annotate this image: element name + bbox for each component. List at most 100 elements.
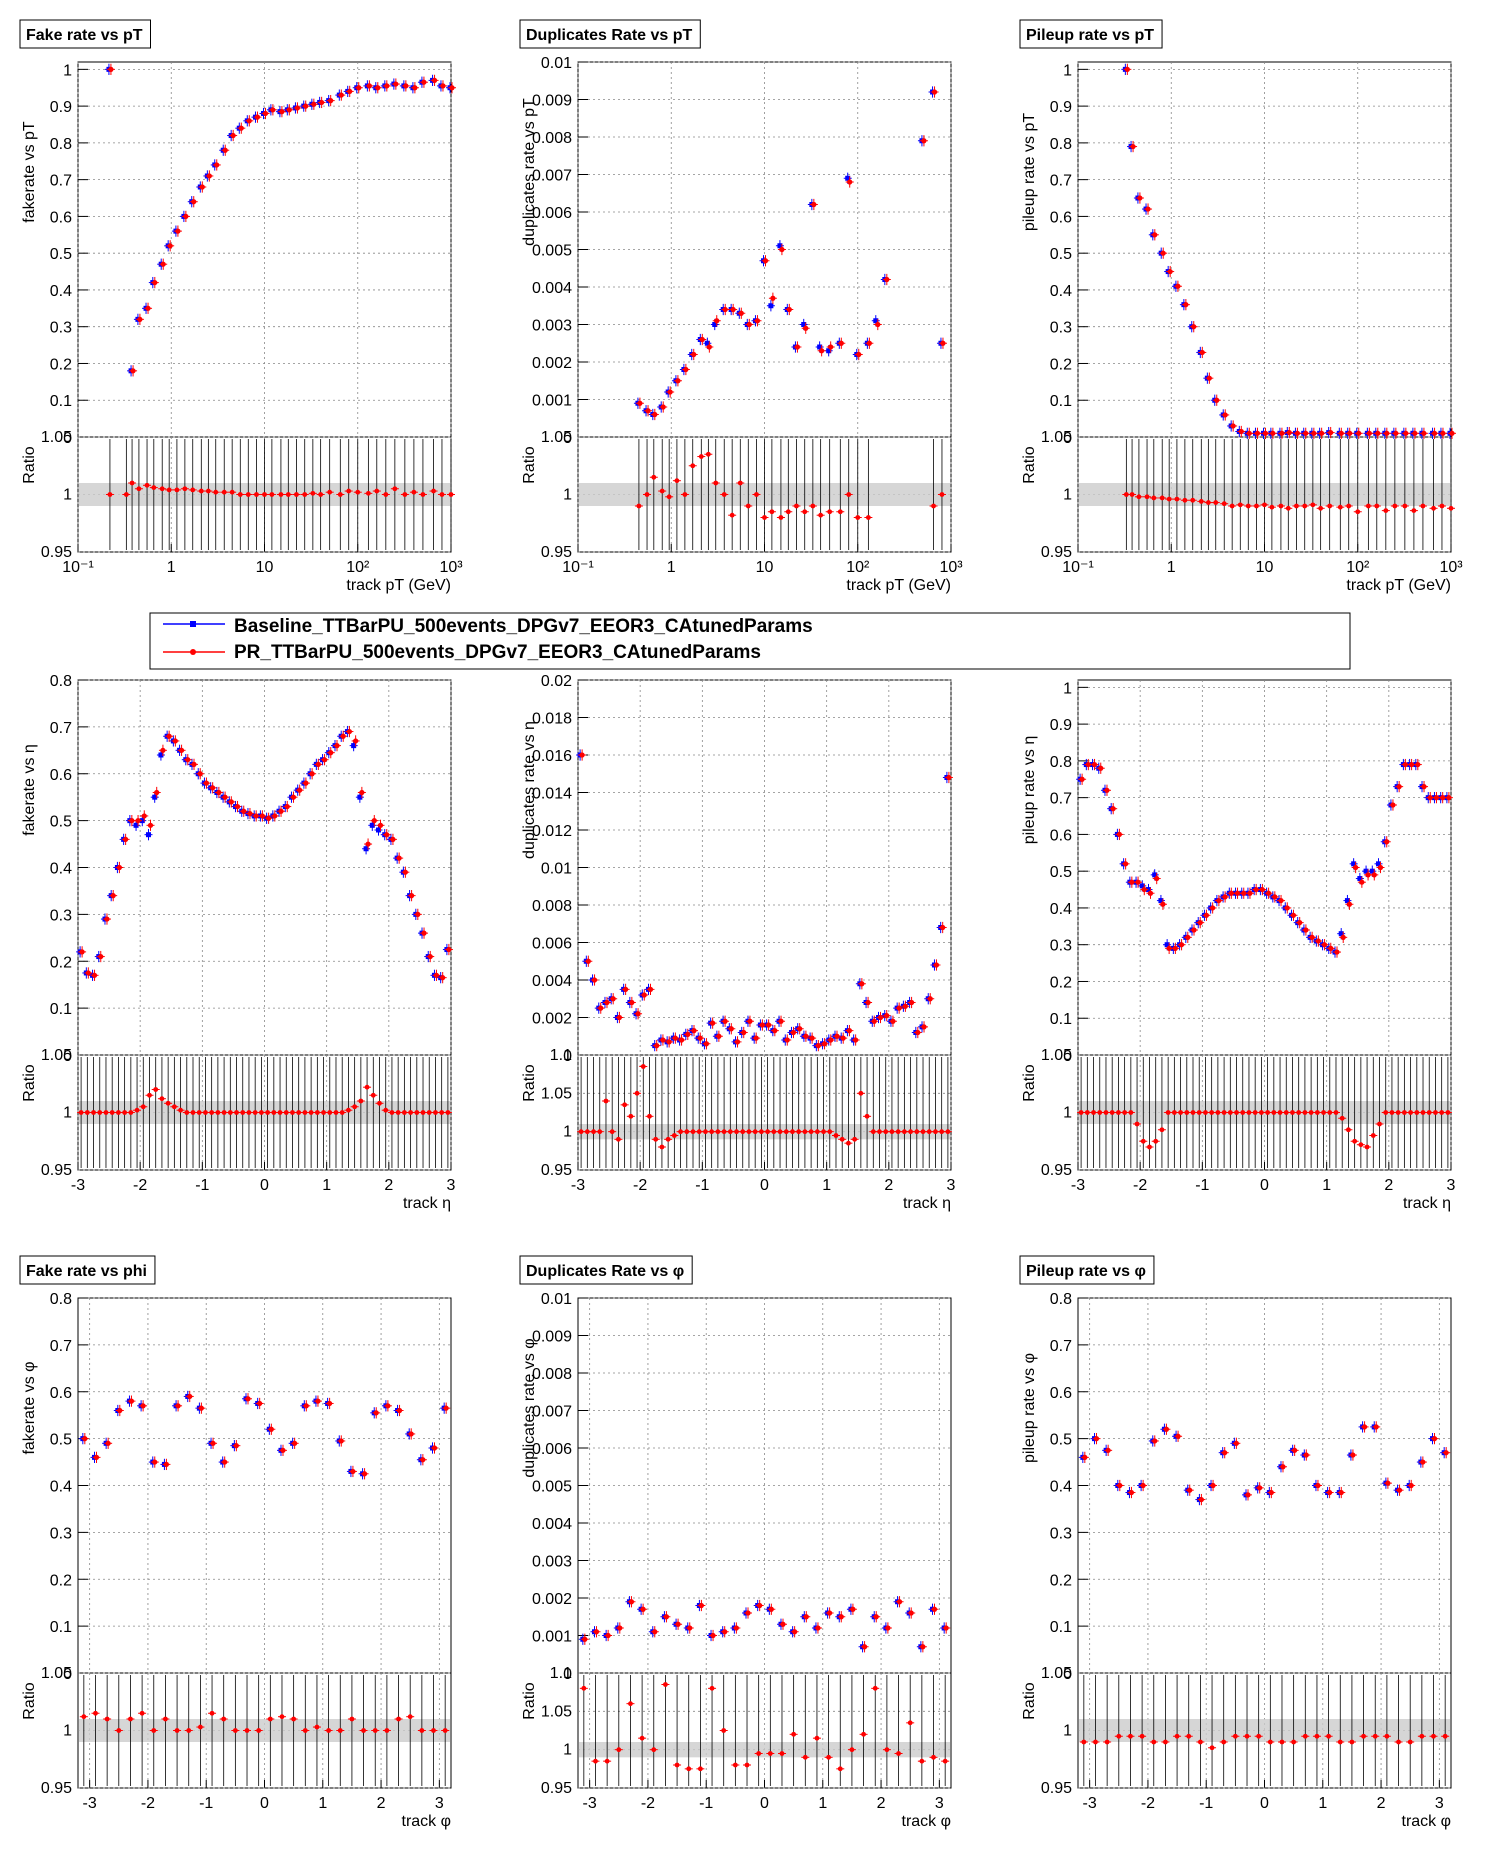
pr-point — [154, 789, 160, 796]
pr-point — [1384, 430, 1390, 436]
ratio-point — [326, 1728, 332, 1733]
ratio-point — [647, 1113, 652, 1119]
pr-point — [253, 813, 259, 819]
ratio-point — [431, 488, 436, 494]
pr-point — [347, 88, 353, 95]
pr-point — [1431, 1436, 1438, 1442]
ratio-point — [1116, 1733, 1122, 1739]
pr-point — [866, 340, 872, 346]
pr-point — [340, 733, 346, 739]
ratio-point — [1310, 502, 1316, 508]
pr-point — [846, 1028, 853, 1034]
pr-point — [1117, 1482, 1123, 1489]
ratio-point — [414, 1110, 420, 1115]
x-tick-label: 0 — [760, 1177, 769, 1194]
pr-point — [604, 999, 610, 1006]
pr-point — [940, 340, 946, 346]
ratio-point — [678, 1129, 683, 1135]
legend-marker-pr — [190, 649, 196, 655]
title-box — [19, 19, 151, 49]
ratio-point — [1198, 499, 1204, 504]
y-tick-label: 0.001 — [532, 1629, 572, 1646]
ratio-point — [814, 1129, 820, 1135]
ratio-point — [104, 1716, 110, 1722]
ratio-point — [431, 1728, 436, 1733]
ratio-point — [1296, 1110, 1302, 1115]
pr-point — [759, 1022, 765, 1028]
plot-title: Duplicates Rate vs φ — [526, 1263, 684, 1280]
pr-point — [652, 1629, 658, 1635]
ratio-point — [1234, 1110, 1239, 1115]
pr-point — [1361, 1424, 1368, 1430]
ratio-point — [737, 480, 743, 486]
pr-point — [778, 1018, 784, 1024]
ratio-point — [698, 454, 704, 459]
x-tick-label: 10⁻¹ — [62, 559, 94, 576]
ratio-point — [1420, 503, 1426, 509]
pr-point — [741, 1029, 747, 1036]
pr-point — [199, 184, 205, 190]
pr-point — [797, 1026, 803, 1032]
pr-point — [1093, 1436, 1100, 1442]
ratio-point — [116, 1728, 122, 1733]
pr-point — [1191, 324, 1197, 330]
chart-panel-3: 10⁻¹ 1 10 10² 10³ 0 0.1 0.2 0.3 0.4 0.5 0.6 0.7 0.8 0.… — [1019, 19, 1463, 594]
ratio-point — [593, 1758, 598, 1764]
ratio-point — [308, 1110, 314, 1115]
baseline-point — [845, 175, 851, 181]
pr-point — [262, 110, 269, 117]
ratio-point — [1182, 497, 1188, 503]
y-tick-label: 0.3 — [1050, 1525, 1072, 1542]
pr-point — [1278, 897, 1284, 904]
ratio-tick-label: 1 — [1063, 1105, 1072, 1122]
pr-point — [294, 105, 301, 111]
ratio-point — [855, 515, 861, 520]
pr-point — [396, 855, 402, 861]
pr-point — [871, 1018, 877, 1024]
y-tick-label: 0.02 — [541, 673, 572, 690]
pr-point — [384, 83, 390, 89]
pr-point — [210, 785, 216, 791]
legend-label-pr: PR_TTBarPU_500events_DPGv7_EEOR3_CAtuned… — [234, 642, 761, 663]
chart-panel-6: -3 -2 -1 0 1 2 3 0 0.1 0.2 0.3 0.4 0.5 0.6 0.7 0.8 0.9 1 0… — [1021, 679, 1456, 1212]
pr-point — [222, 794, 228, 800]
ratio-point — [1392, 503, 1398, 509]
y-axis-label: pileup rate vs η — [1021, 736, 1038, 845]
ratio-point — [1333, 1110, 1339, 1115]
pr-point — [315, 1398, 321, 1404]
y-tick-label: 0.4 — [50, 861, 72, 878]
x-tick-label: 2 — [377, 1795, 386, 1812]
pr-point — [222, 1459, 228, 1465]
y-tick-label: 0.6 — [50, 1385, 72, 1402]
pr-point — [1433, 795, 1440, 801]
ratio-point — [290, 1110, 295, 1115]
pr-point — [110, 893, 116, 899]
ratio-point — [209, 1110, 215, 1115]
y-tick-label: 0.6 — [50, 209, 72, 226]
title-box — [1019, 19, 1163, 49]
ratio-tick-label: 1.05 — [41, 429, 72, 446]
ratio-axis-label: Ratio — [1021, 446, 1038, 483]
ratio-point — [628, 1701, 633, 1707]
pr-point — [786, 306, 792, 313]
pr-point — [1366, 430, 1372, 436]
ratio-point — [597, 1129, 603, 1135]
pr-point — [1104, 787, 1110, 793]
x-axis-label: track pT (GeV) — [1346, 577, 1451, 594]
pr-point — [640, 1606, 646, 1612]
ratio-point — [920, 1129, 926, 1135]
baseline-point — [1152, 872, 1158, 878]
pr-point — [819, 348, 825, 354]
pr-point — [697, 1035, 703, 1041]
ratio-point — [1227, 1110, 1233, 1115]
ratio-point — [734, 1129, 739, 1135]
baseline-point — [1139, 883, 1145, 889]
pr-point — [141, 813, 147, 819]
pr-point — [1152, 232, 1158, 238]
ratio-point — [97, 1110, 103, 1115]
ratio-point — [636, 503, 642, 509]
ratio-point — [837, 1766, 843, 1772]
pr-point — [1303, 927, 1309, 933]
x-tick-label: 10² — [846, 559, 870, 576]
ratio-point — [91, 1110, 96, 1115]
